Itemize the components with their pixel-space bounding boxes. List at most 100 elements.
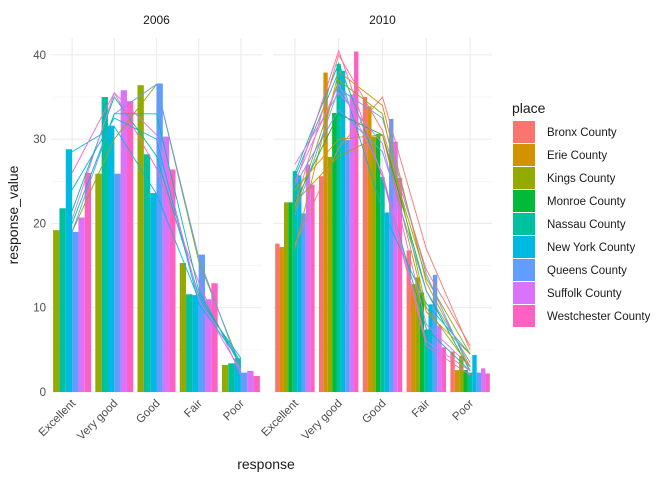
x-tick-label: Very good: [75, 398, 120, 443]
legend-swatch: [513, 213, 535, 235]
bar-westchester-county-excellent: [310, 184, 315, 392]
bar-bronx-county-excellent: [275, 243, 280, 392]
panel-title: 2006: [143, 13, 170, 27]
legend-item-erie-county: Erie County: [513, 144, 607, 166]
bar-nassau-county-good: [143, 154, 151, 392]
line-queens-county: [71, 83, 242, 372]
bar-nassau-county-fair: [186, 294, 193, 392]
legend-swatch: [513, 305, 535, 327]
legend-item-nassau-county: Nassau County: [513, 213, 626, 235]
line-queens-county: [294, 108, 471, 363]
legend-item-suffolk-county: Suffolk County: [513, 282, 622, 304]
legend-swatch: [513, 236, 535, 258]
bar-queens-county-very-good: [345, 139, 350, 392]
y-tick-label: 30: [33, 134, 46, 146]
legend-label: Erie County: [547, 150, 607, 162]
legend-swatch: [513, 121, 535, 143]
bar-nassau-county-excellent: [59, 208, 66, 392]
line-westchester-county: [294, 49, 471, 376]
bar-suffolk-county-fair: [437, 325, 442, 392]
bar-kings-county-very-good: [95, 173, 102, 392]
legend-items: Bronx County Erie County Kings County Monro…: [513, 121, 651, 327]
bar-suffolk-county-good: [393, 141, 398, 392]
bar-nassau-county-fair: [424, 329, 429, 392]
x-tick-label: Good: [134, 398, 162, 426]
bar-bronx-county-very-good: [318, 176, 324, 392]
y-tick-label: 0: [40, 387, 46, 399]
line-erie-county: [294, 134, 471, 355]
legend-label: Monroe County: [547, 196, 626, 208]
legend-swatch: [513, 167, 535, 189]
x-tick-label: Fair: [410, 398, 433, 421]
line-westchester-county: [71, 91, 242, 376]
bar-bronx-county-poor: [450, 351, 455, 392]
bar-kings-county-fair: [415, 277, 420, 392]
bar-queens-county-fair: [198, 254, 206, 392]
bar-queens-county-poor: [476, 372, 482, 392]
bar-monroe-county-very-good: [332, 113, 337, 392]
legend-swatch: [513, 259, 535, 281]
bar-queens-county-good: [156, 83, 163, 392]
x-axis-title: response: [237, 456, 295, 472]
legend: place Bronx County Erie County Kings Count…: [512, 100, 651, 327]
bar-queens-county-excellent: [72, 231, 79, 392]
bar-new-york-county-good: [150, 193, 157, 392]
bar-erie-county-poor: [454, 370, 460, 392]
bar-new-york-county-poor: [234, 358, 241, 392]
bar-bronx-county-fair: [406, 250, 411, 392]
legend-label: Bronx County: [547, 127, 617, 139]
legend-label: Nassau County: [547, 219, 626, 231]
line-nassau-county: [71, 113, 242, 367]
line-queens-county: [294, 87, 471, 372]
legend-label: Westchester County: [547, 311, 651, 323]
bar-suffolk-county-very-good: [120, 90, 127, 392]
bar-queens-county-very-good: [114, 173, 121, 392]
bar-suffolk-county-poor: [247, 370, 254, 392]
bar-kings-county-excellent: [53, 230, 60, 392]
y-tick-label: 40: [33, 50, 46, 62]
bar-queens-county-good: [389, 118, 394, 393]
bar-monroe-county-poor: [463, 370, 468, 392]
bar-kings-county-good: [137, 85, 144, 392]
bar-erie-county-fair: [410, 284, 416, 392]
legend-swatch: [513, 190, 535, 212]
bar-monroe-county-good: [375, 134, 381, 393]
line-bronx-county: [294, 96, 471, 351]
bar-new-york-county-very-good: [107, 125, 115, 393]
bar-monroe-county-fair: [419, 292, 425, 392]
bar-kings-county-excellent: [283, 202, 289, 392]
bar-monroe-county-excellent: [288, 202, 293, 392]
bar-erie-county-excellent: [279, 247, 284, 392]
line-new-york-county: [71, 117, 242, 363]
legend-item-westchester-county: Westchester County: [513, 305, 651, 327]
bar-suffolk-county-excellent: [305, 164, 311, 392]
bar-westchester-county-very-good: [126, 101, 134, 392]
y-tick-label: 20: [33, 218, 46, 230]
bar-suffolk-county-excellent: [78, 217, 85, 392]
x-tick-label: Fair: [182, 398, 205, 421]
legend-item-monroe-county: Monroe County: [513, 190, 626, 212]
bar-new-york-county-excellent: [297, 175, 302, 392]
legend-label: Kings County: [547, 173, 616, 185]
bar-new-york-county-excellent: [65, 149, 73, 392]
bar-new-york-county-fair: [192, 295, 199, 392]
x-tick-label: Poor: [451, 398, 477, 424]
bar-westchester-county-fair: [441, 347, 447, 392]
bar-nassau-county-poor: [228, 363, 235, 392]
legend-label: New York County: [547, 242, 635, 254]
bar-nassau-county-poor: [467, 372, 473, 392]
bar-westchester-county-very-good: [354, 51, 359, 392]
bar-westchester-county-poor: [253, 375, 260, 392]
bar-new-york-county-very-good: [340, 70, 346, 392]
legend-swatch: [513, 144, 535, 166]
bar-nassau-county-very-good: [101, 97, 108, 392]
bar-suffolk-county-good: [162, 136, 170, 392]
bar-new-york-county-poor: [472, 354, 477, 392]
bar-kings-county-good: [371, 136, 376, 392]
x-tick-label: Excellent: [260, 397, 302, 439]
bar-kings-county-poor: [459, 355, 464, 392]
bar-westchester-county-fair: [211, 283, 218, 392]
legend-item-queens-county: Queens County: [513, 259, 627, 281]
